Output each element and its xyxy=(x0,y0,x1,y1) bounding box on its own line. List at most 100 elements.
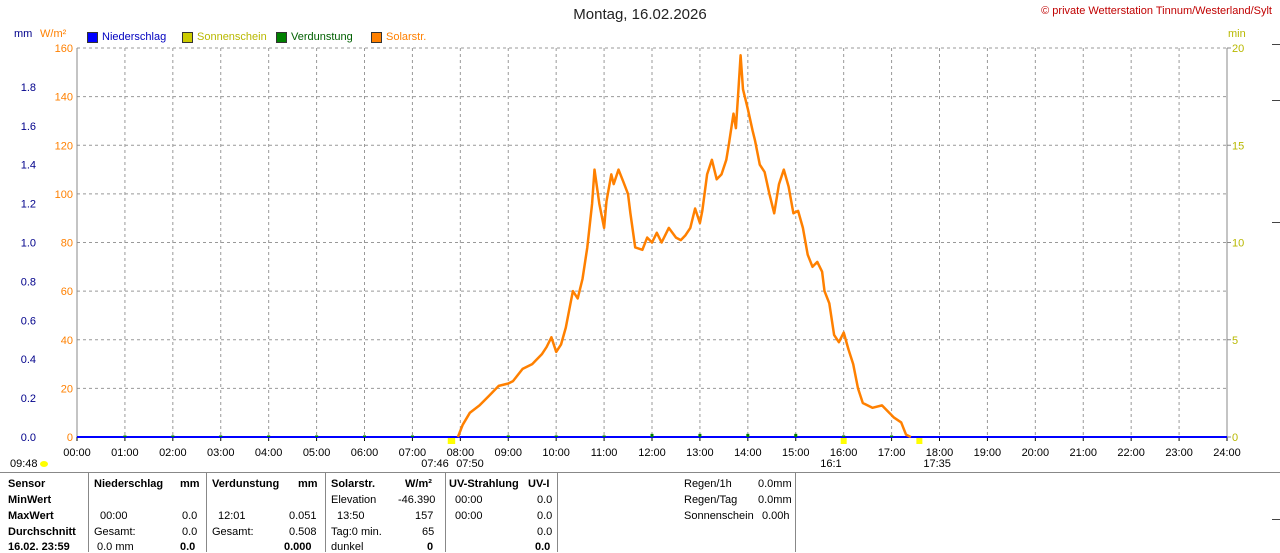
verdunstung-bar xyxy=(698,433,702,437)
x-tick-label: 16:00 xyxy=(830,447,858,459)
verdunstung-gesamt-val: 0.508 xyxy=(289,526,317,538)
y-tick-label-wm2: 80 xyxy=(61,238,73,250)
verdunstung-bar xyxy=(315,435,319,437)
solar-max-val: 157 xyxy=(415,510,434,522)
unit-min: min xyxy=(1228,28,1246,40)
y-tick-label-mm: 1.8 xyxy=(21,82,36,94)
y-tick-label-mm: 0.6 xyxy=(21,315,36,327)
y-tick-label-mm: 0.4 xyxy=(21,354,36,366)
chart-title: Montag, 16.02.2026 xyxy=(573,6,707,23)
copyright-notice: © private Wetterstation Tinnum/Westerlan… xyxy=(1041,5,1272,17)
verdunstung-last-val: 0.000 xyxy=(284,541,312,553)
legend-swatch xyxy=(276,31,287,43)
x-tick-label: 03:00 xyxy=(207,447,235,459)
x-tick-label: 22:00 xyxy=(1117,447,1145,459)
y-tick-label-mm: 0.8 xyxy=(21,276,36,288)
header-verdunstung: Verdunstung xyxy=(212,478,280,490)
table-divider xyxy=(88,472,89,552)
verdunstung-bar xyxy=(602,435,606,437)
x-tick-label: 00:00 xyxy=(63,447,91,459)
sun-dot-icon xyxy=(40,461,48,467)
header-verdunstung-unit: mm xyxy=(298,478,318,490)
legend-sonnenschein: Sonnenschein xyxy=(182,31,267,43)
legend-swatch xyxy=(182,31,193,43)
solar-elev-label: Elevation xyxy=(331,494,377,506)
uv-max-val: 0.0 xyxy=(537,510,553,522)
solar-tag-val: 65 xyxy=(422,526,435,538)
legend-label: Verdunstung xyxy=(291,31,353,43)
sun-marker-icon xyxy=(449,438,456,444)
sun-time-label: 17:35 xyxy=(923,458,951,470)
y-tick-label-wm2: 160 xyxy=(55,43,73,55)
niederschlag-last-right: 0.0 xyxy=(180,541,196,553)
verdunstung-bar xyxy=(554,435,558,437)
header-uv: UV-Strahlung xyxy=(449,478,519,490)
x-tick-label: 23:00 xyxy=(1165,447,1193,459)
legend-swatch xyxy=(87,31,98,43)
legend-swatch xyxy=(371,31,382,43)
x-tick-label: 09:00 xyxy=(494,447,522,459)
x-tick-label: 08:00 xyxy=(447,447,475,459)
header-niederschlag-unit: mm xyxy=(180,478,200,490)
x-tick-label: 07:00 xyxy=(399,447,427,459)
verdunstung-bar xyxy=(650,433,654,437)
y-tick-label-mm: 1.0 xyxy=(21,238,36,250)
uv-last-val: 0.0 xyxy=(535,541,551,553)
niederschlag-last-left: 0.0 mm xyxy=(97,541,134,553)
niederschlag-max-time: 00:00 xyxy=(100,510,128,522)
y-tick-label-wm2: 40 xyxy=(61,335,73,347)
verdunstung-bar xyxy=(363,435,366,437)
legend-solar: Solarstr. xyxy=(371,31,426,43)
regen-tag-val: 0.0mm xyxy=(758,494,792,506)
sun-time-label: 07:50 xyxy=(456,458,484,470)
header-solar-unit: W/m² xyxy=(405,478,432,490)
x-tick-label: 20:00 xyxy=(1022,447,1050,459)
niederschlag-gesamt-val: 0.0 xyxy=(182,526,198,538)
sun-marker-icon xyxy=(916,438,923,444)
row-sensor: Sensor xyxy=(8,478,46,490)
solar-tag-label: Tag:0 min. xyxy=(331,526,382,538)
regen-tag-label: Regen/Tag xyxy=(684,494,738,506)
sun-marker-icon xyxy=(840,438,847,444)
y-tick-label-min: 0 xyxy=(1232,432,1238,444)
regen-1h-val: 0.0mm xyxy=(758,478,792,490)
legend-niederschlag: Niederschlag xyxy=(87,31,166,43)
x-tick-label: 11:00 xyxy=(591,447,618,459)
unit-wm2: W/m² xyxy=(40,28,67,40)
uv-avg-val: 0.0 xyxy=(537,526,553,538)
legend-label: Solarstr. xyxy=(386,31,427,43)
y-tick-label-min: 20 xyxy=(1232,43,1244,55)
x-tick-label: 12:00 xyxy=(638,447,666,459)
row-maxwert: MaxWert xyxy=(8,510,54,522)
table-divider xyxy=(445,472,446,552)
verdunstung-bar xyxy=(123,435,127,437)
x-tick-label: 14:00 xyxy=(734,447,762,459)
sun-time-label: 16:1 xyxy=(820,458,841,470)
sonnenschein-val: 0.00h xyxy=(762,510,790,522)
x-tick-label: 10:00 xyxy=(542,447,570,459)
y-tick-label-mm: 0.2 xyxy=(21,393,36,405)
verdunstung-bar xyxy=(890,435,894,437)
verdunstung-bar xyxy=(794,433,798,437)
solar-elev-val: -46.390 xyxy=(398,494,436,506)
table-divider xyxy=(557,472,558,552)
y-tick-label-wm2: 0 xyxy=(67,432,73,444)
y-tick-label-wm2: 100 xyxy=(55,189,73,201)
start-time-label: 09:48 xyxy=(10,458,38,470)
y-tick-label-wm2: 120 xyxy=(55,140,73,152)
legend-verdunstung: Verdunstung xyxy=(276,31,353,43)
x-tick-label: 04:00 xyxy=(255,447,283,459)
verdunstung-bar xyxy=(267,435,271,437)
uv-min-val: 0.0 xyxy=(537,494,553,506)
y-tick-label-mm: 0.0 xyxy=(21,432,36,444)
verdunstung-bar xyxy=(171,435,175,437)
sun-time-label: 07:46 xyxy=(421,458,449,470)
table-divider xyxy=(325,472,326,552)
legend-label: Niederschlag xyxy=(102,31,167,43)
solar-max-time: 13:50 xyxy=(337,510,365,522)
legend-label: Sonnenschein xyxy=(197,31,267,43)
verdunstung-max-val: 0.051 xyxy=(289,510,317,522)
edge-tick xyxy=(1272,519,1280,520)
verdunstung-max-time: 12:01 xyxy=(218,510,246,522)
y-tick-label-min: 10 xyxy=(1232,238,1244,250)
